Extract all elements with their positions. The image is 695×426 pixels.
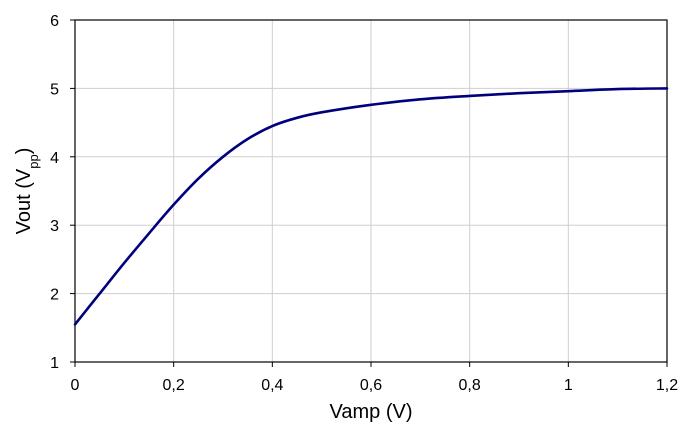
x-tick-label: 1,2	[656, 377, 678, 394]
x-tick-labels: 0 0,2 0,4 0,6 0,8 1 1,2	[71, 362, 678, 394]
series-line-vout	[73, 87, 669, 326]
y-tick-label: 4	[50, 150, 59, 167]
x-axis-title: Vamp (V)	[330, 401, 413, 423]
x-tick-label: 0	[71, 377, 80, 394]
y-tick-label: 5	[50, 81, 59, 98]
x-tick-label: 0,6	[360, 377, 382, 394]
x-tick-label: 1	[564, 377, 573, 394]
x-tick-label: 0,2	[163, 377, 185, 394]
y-axis-title-sub: pp	[26, 154, 41, 168]
x-tick-label: 0,4	[261, 377, 283, 394]
y-tick-label: 3	[50, 218, 59, 235]
y-tick-labels: 1 2 3 4 5 6	[50, 13, 75, 372]
y-axis-title: Vout (Vpp)	[13, 148, 41, 235]
y-axis-title-main: Vout (V	[13, 168, 35, 234]
y-tick-label: 1	[50, 355, 59, 372]
grid	[74, 19, 668, 363]
y-axis-title-close: )	[13, 148, 35, 155]
y-tick-label: 2	[50, 287, 59, 304]
x-tick-label: 0,8	[459, 377, 481, 394]
y-tick-label: 6	[50, 13, 59, 30]
